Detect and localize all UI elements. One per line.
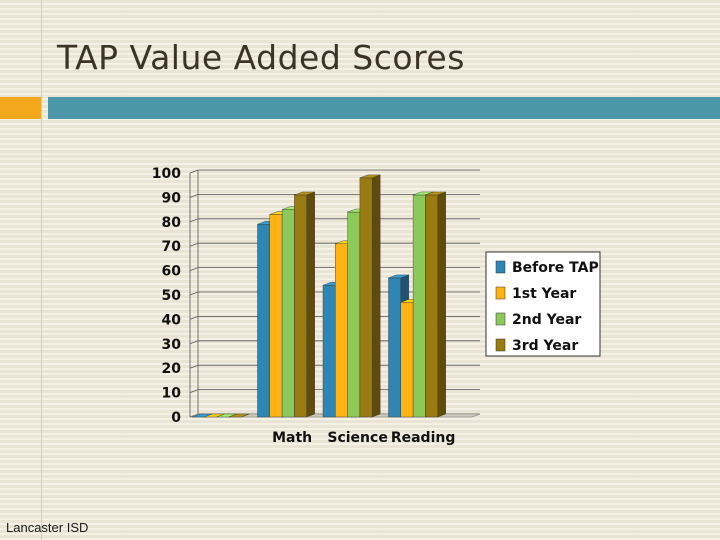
bar-top bbox=[294, 191, 315, 196]
bar bbox=[425, 191, 446, 418]
y-tick-label: 10 bbox=[162, 386, 182, 402]
gridline-diagonal bbox=[189, 242, 199, 247]
bar-front bbox=[400, 302, 414, 418]
gridline-diagonal bbox=[189, 267, 199, 271]
y-tick-label: 100 bbox=[152, 166, 181, 182]
bar-side bbox=[372, 174, 381, 418]
legend: Before TAP 1st Year 2nd Year 3rd Year bbox=[485, 251, 601, 357]
y-tick-label: 0 bbox=[171, 410, 181, 426]
bar-side bbox=[437, 191, 446, 418]
bar-front bbox=[412, 194, 426, 418]
gridline-diagonal bbox=[189, 291, 199, 296]
gridline-diagonal bbox=[189, 169, 199, 174]
bar-top bbox=[359, 174, 381, 179]
legend-label: 3rd Year bbox=[512, 338, 578, 354]
bar-front bbox=[347, 211, 361, 418]
gridline-diagonal bbox=[189, 389, 199, 393]
bar-front bbox=[425, 194, 438, 418]
legend-swatch bbox=[495, 338, 506, 352]
legend-swatch bbox=[495, 312, 506, 326]
y-tick-label: 20 bbox=[162, 361, 182, 377]
bar bbox=[294, 191, 315, 418]
legend-swatch bbox=[495, 260, 506, 274]
y-tick-label: 30 bbox=[162, 337, 182, 353]
accent-bar-orange bbox=[0, 97, 41, 119]
bar-front bbox=[281, 209, 295, 418]
gridline-diagonal bbox=[189, 340, 199, 345]
footer-text: Lancaster ISD bbox=[6, 520, 89, 535]
bar-top bbox=[228, 413, 250, 418]
legend-label: 1st Year bbox=[512, 286, 576, 302]
y-tick-label: 40 bbox=[162, 312, 182, 328]
x-category-label: Science bbox=[327, 430, 387, 446]
bar-front bbox=[322, 285, 336, 418]
bar-top bbox=[425, 191, 446, 196]
bar-front bbox=[269, 214, 283, 418]
bar-front bbox=[257, 224, 271, 418]
left-margin-rule bbox=[41, 0, 42, 540]
bar-front bbox=[388, 277, 402, 418]
accent-bar-teal bbox=[48, 97, 720, 119]
legend-label: 2nd Year bbox=[512, 312, 581, 328]
bar-side bbox=[306, 191, 315, 418]
gridline-diagonal bbox=[189, 364, 199, 369]
gridline-diagonal bbox=[189, 194, 199, 198]
x-category-label: Math bbox=[272, 430, 312, 446]
slide-title: TAP Value Added Scores bbox=[57, 38, 465, 77]
bar-top bbox=[388, 274, 409, 279]
bar-front bbox=[294, 194, 307, 418]
y-axis: 0 10 20 30 40 50 60 70 80 90 100 bbox=[152, 166, 199, 426]
x-category-label: Reading bbox=[391, 430, 456, 446]
y-tick-label: 60 bbox=[162, 264, 182, 280]
gridline-diagonal bbox=[189, 218, 199, 223]
bar bbox=[359, 174, 381, 418]
legend-label: Before TAP bbox=[512, 260, 599, 276]
gridline-diagonal bbox=[189, 316, 199, 320]
y-tick-label: 50 bbox=[162, 288, 182, 304]
bar bbox=[228, 413, 250, 418]
bar-front bbox=[359, 177, 373, 418]
legend-swatch bbox=[495, 286, 506, 300]
x-axis-labels: Math Science Reading bbox=[272, 430, 455, 446]
y-tick-label: 80 bbox=[162, 215, 182, 231]
bar-front bbox=[335, 243, 348, 418]
y-tick-label: 90 bbox=[162, 190, 182, 206]
y-tick-label: 70 bbox=[162, 239, 182, 255]
bars bbox=[191, 174, 446, 418]
